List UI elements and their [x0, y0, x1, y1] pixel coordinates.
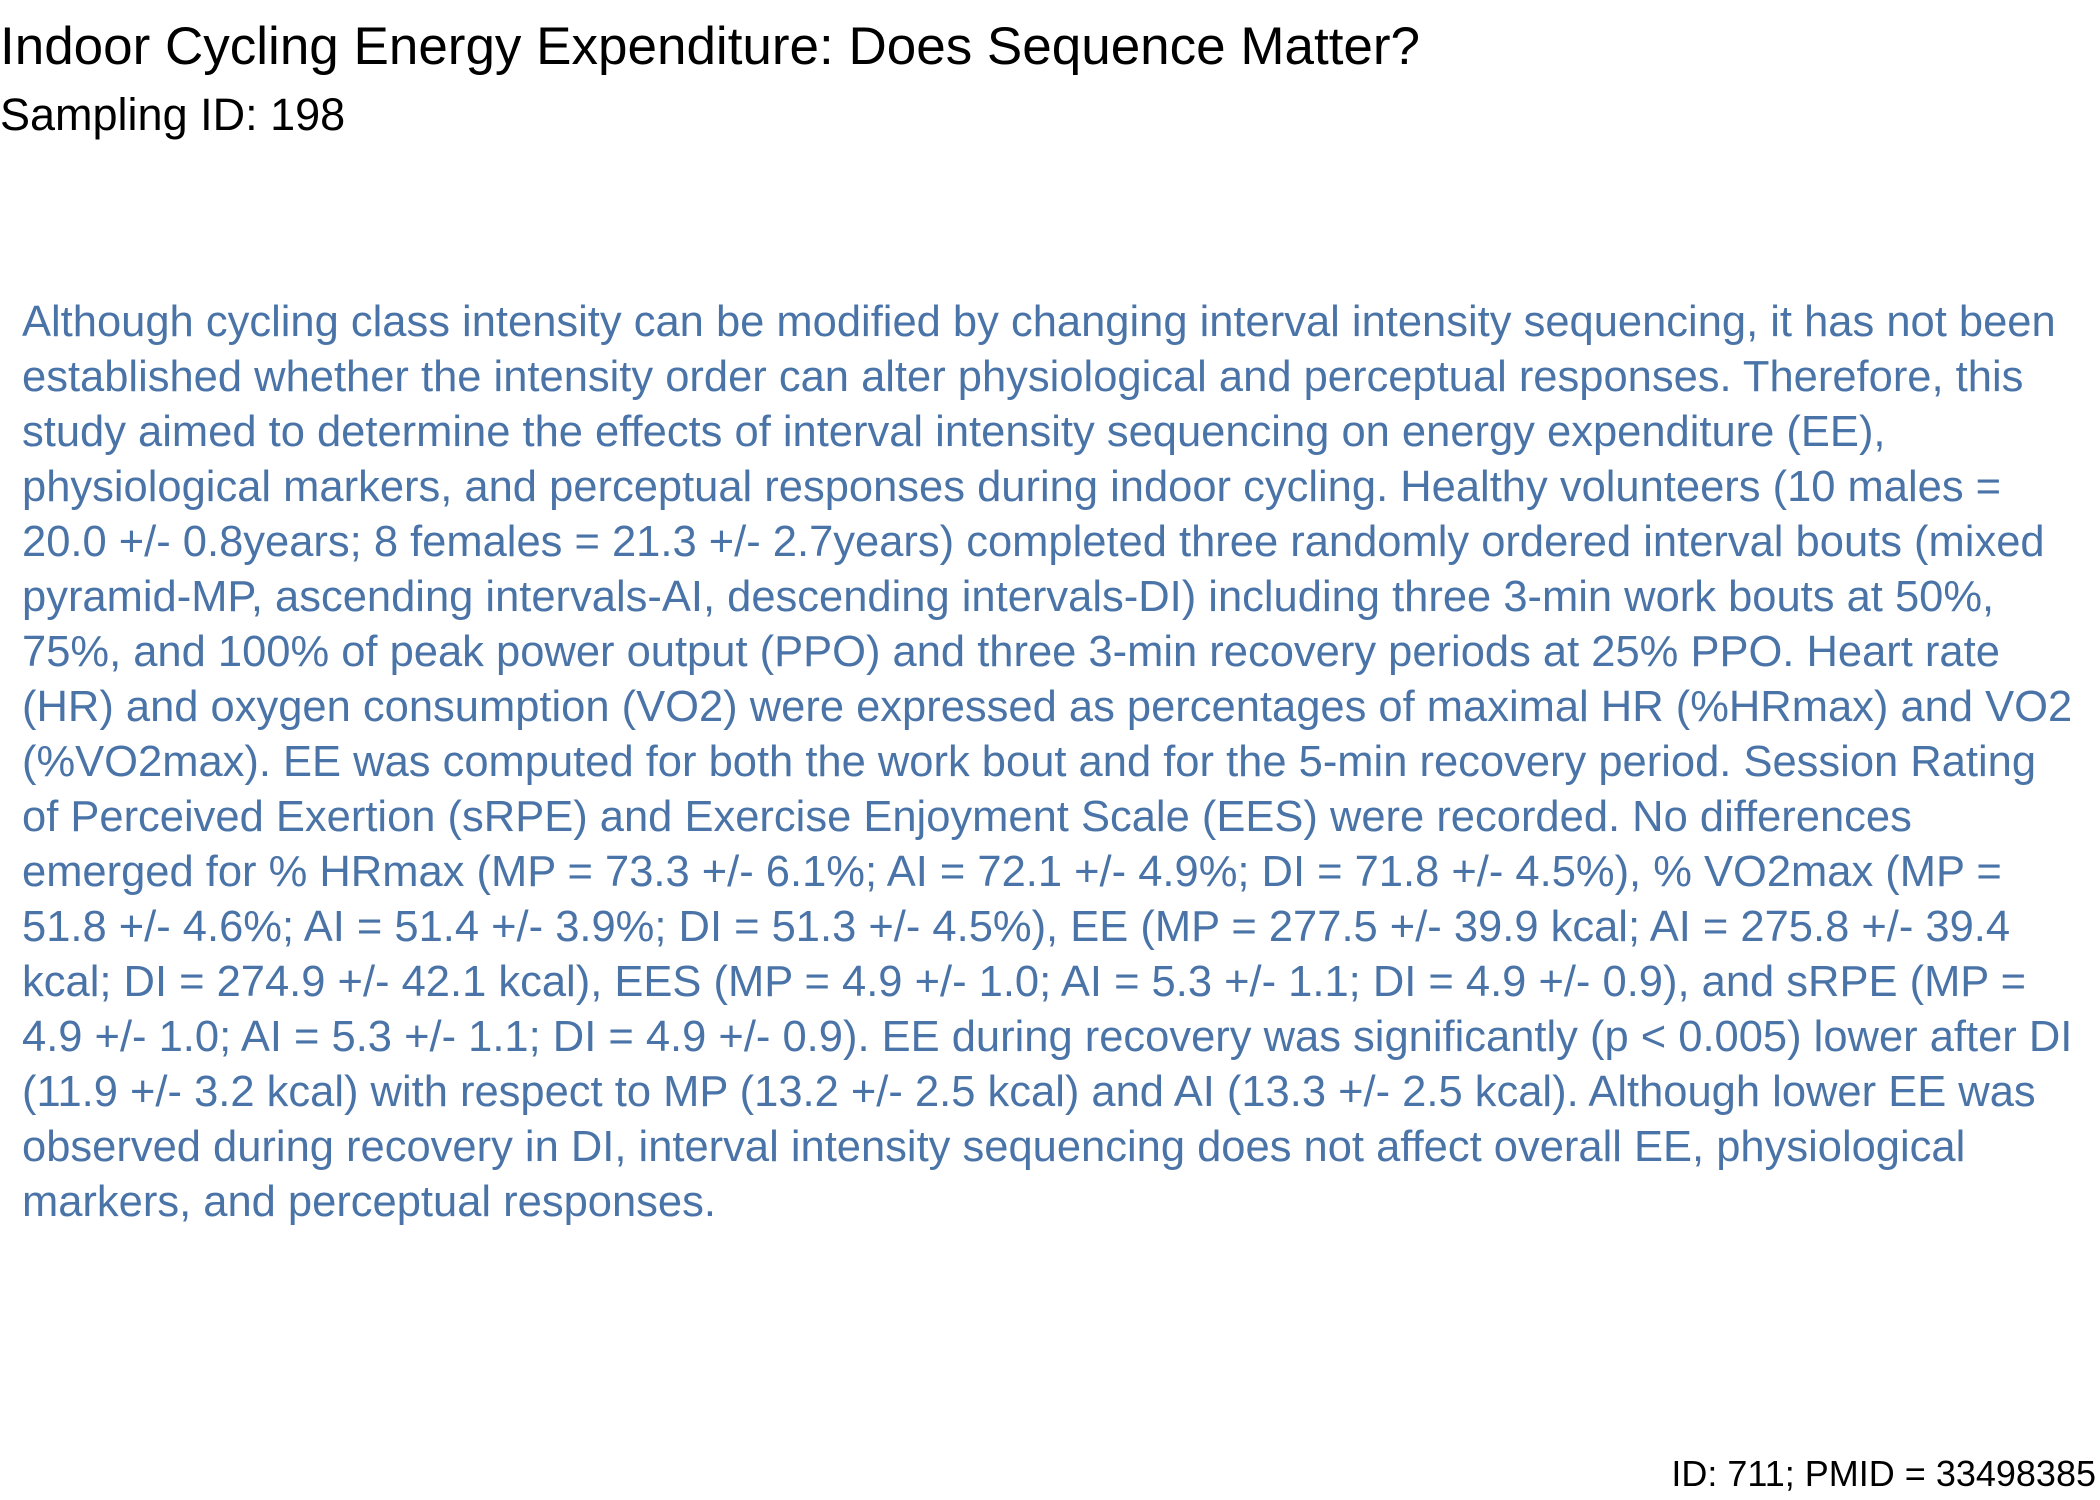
abstract-text: Although cycling class intensity can be … [22, 298, 2073, 1226]
document-title: Indoor Cycling Energy Expenditure: Does … [0, 17, 1421, 76]
sampling-id: Sampling ID: 198 [0, 89, 346, 140]
pmid-footer: ID: 711; PMID = 33498385 [1671, 1453, 2096, 1494]
